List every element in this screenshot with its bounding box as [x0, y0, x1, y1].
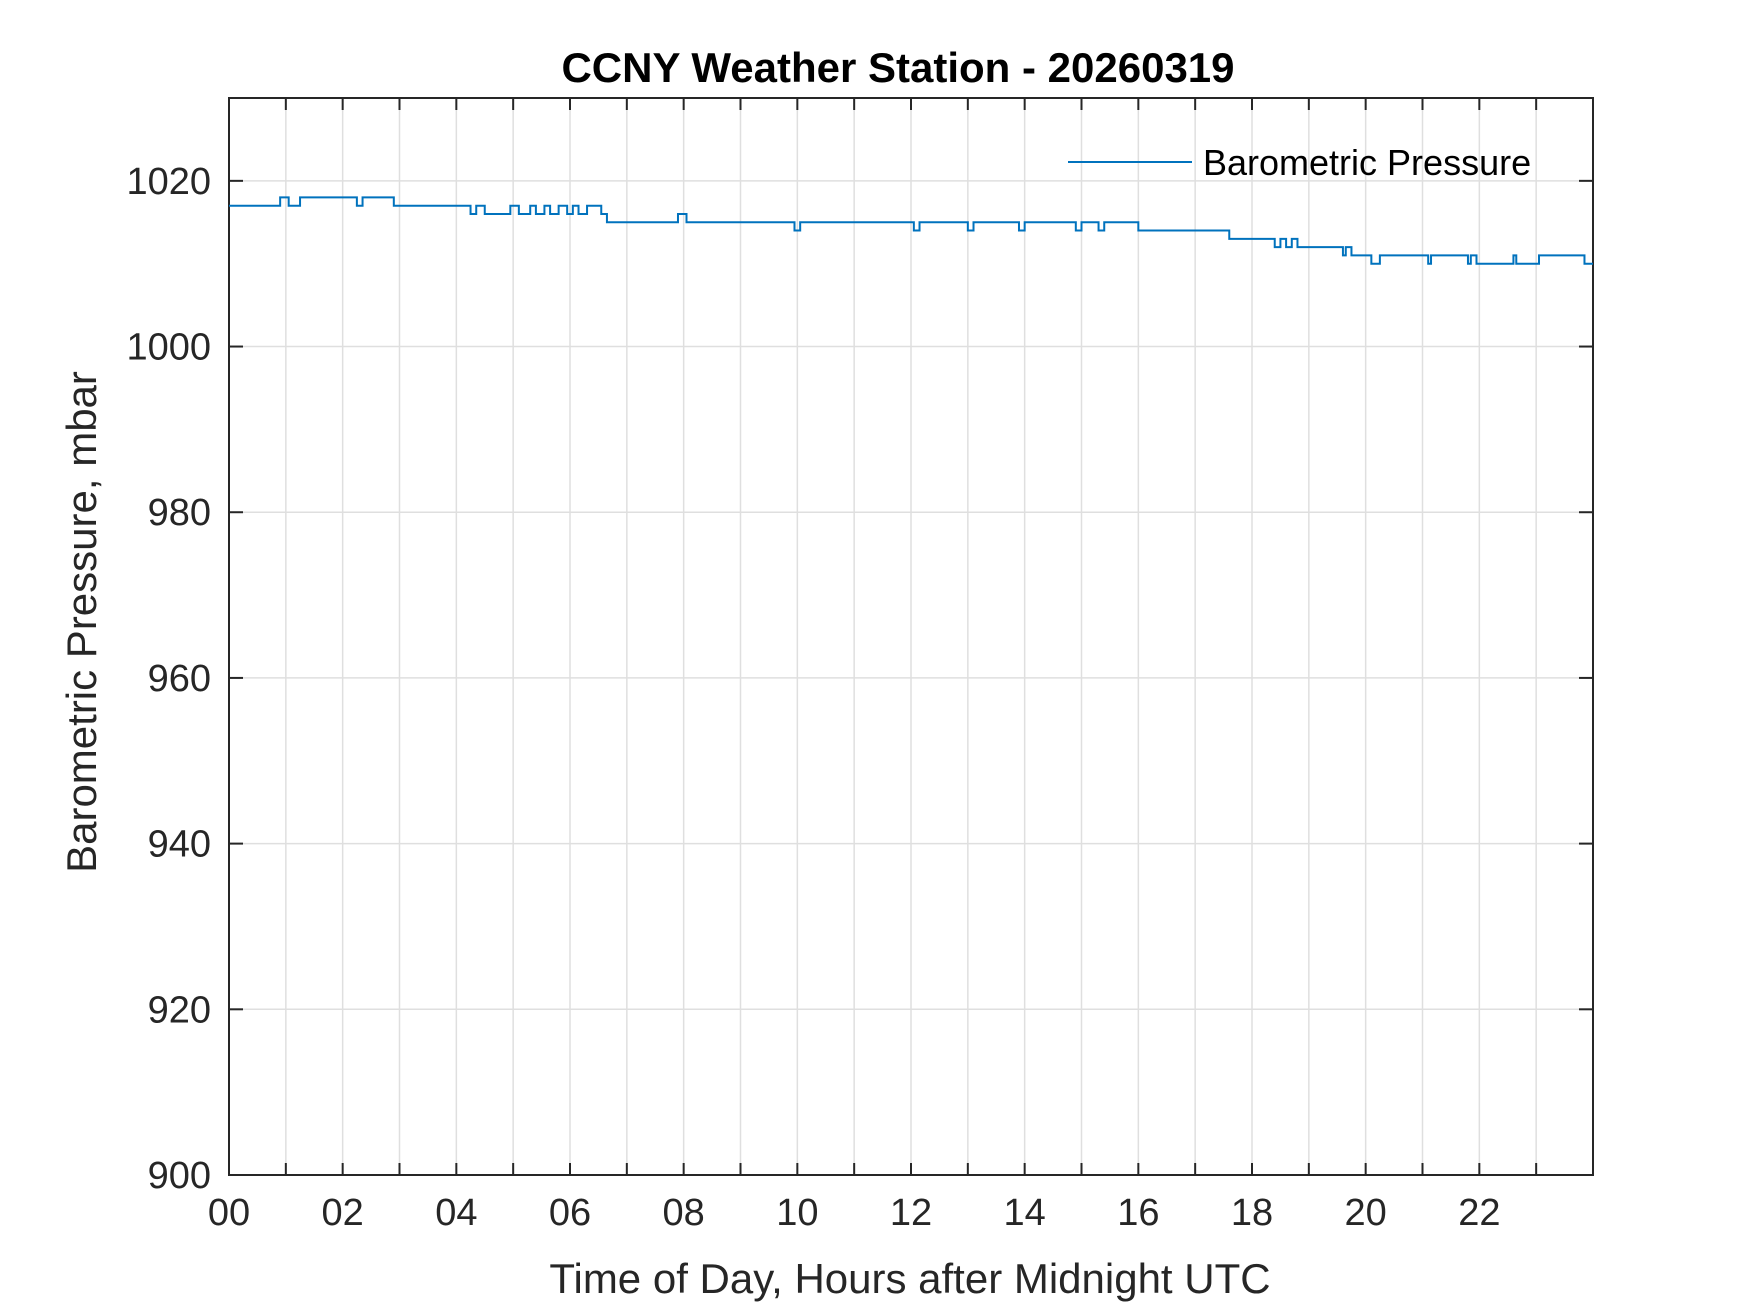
x-axis-label: Time of Day, Hours after Midnight UTC	[549, 1255, 1270, 1302]
legend-entry-barometric-pressure: Barometric Pressure	[1203, 142, 1531, 183]
y-tick-label: 940	[148, 824, 211, 866]
y-tick-labels: 900 920 940 960 980 1000 1020	[126, 161, 211, 1197]
grid	[229, 98, 1593, 1175]
x-tick-label: 14	[1004, 1192, 1046, 1234]
x-tick-label: 06	[549, 1192, 591, 1234]
x-tick-label: 04	[435, 1192, 477, 1234]
axis-ticks	[229, 98, 1593, 1175]
y-tick-label: 1000	[126, 327, 211, 369]
x-tick-label: 02	[322, 1192, 364, 1234]
chart-title: CCNY Weather Station - 20260319	[561, 44, 1234, 91]
x-tick-label: 18	[1231, 1192, 1273, 1234]
x-tick-label: 08	[663, 1192, 705, 1234]
x-tick-label: 12	[890, 1192, 932, 1234]
y-tick-label: 920	[148, 989, 211, 1031]
x-tick-label: 20	[1345, 1192, 1387, 1234]
x-tick-label: 00	[208, 1192, 250, 1234]
y-tick-label: 900	[148, 1155, 211, 1197]
y-axis-label: Barometric Pressure, mbar	[58, 371, 105, 873]
x-tick-label: 10	[776, 1192, 818, 1234]
x-tick-label: 16	[1117, 1192, 1159, 1234]
y-tick-label: 980	[148, 492, 211, 534]
x-tick-labels: 00 02 04 06 08 10 12 14 16 18 20 22	[208, 1192, 1501, 1234]
series-barometric-pressure	[229, 196, 1593, 265]
legend: Barometric Pressure	[1068, 142, 1531, 183]
y-tick-label: 960	[148, 658, 211, 700]
y-tick-label: 1020	[126, 161, 211, 203]
plot-frame	[228, 97, 1594, 1176]
x-tick-label: 22	[1458, 1192, 1500, 1234]
